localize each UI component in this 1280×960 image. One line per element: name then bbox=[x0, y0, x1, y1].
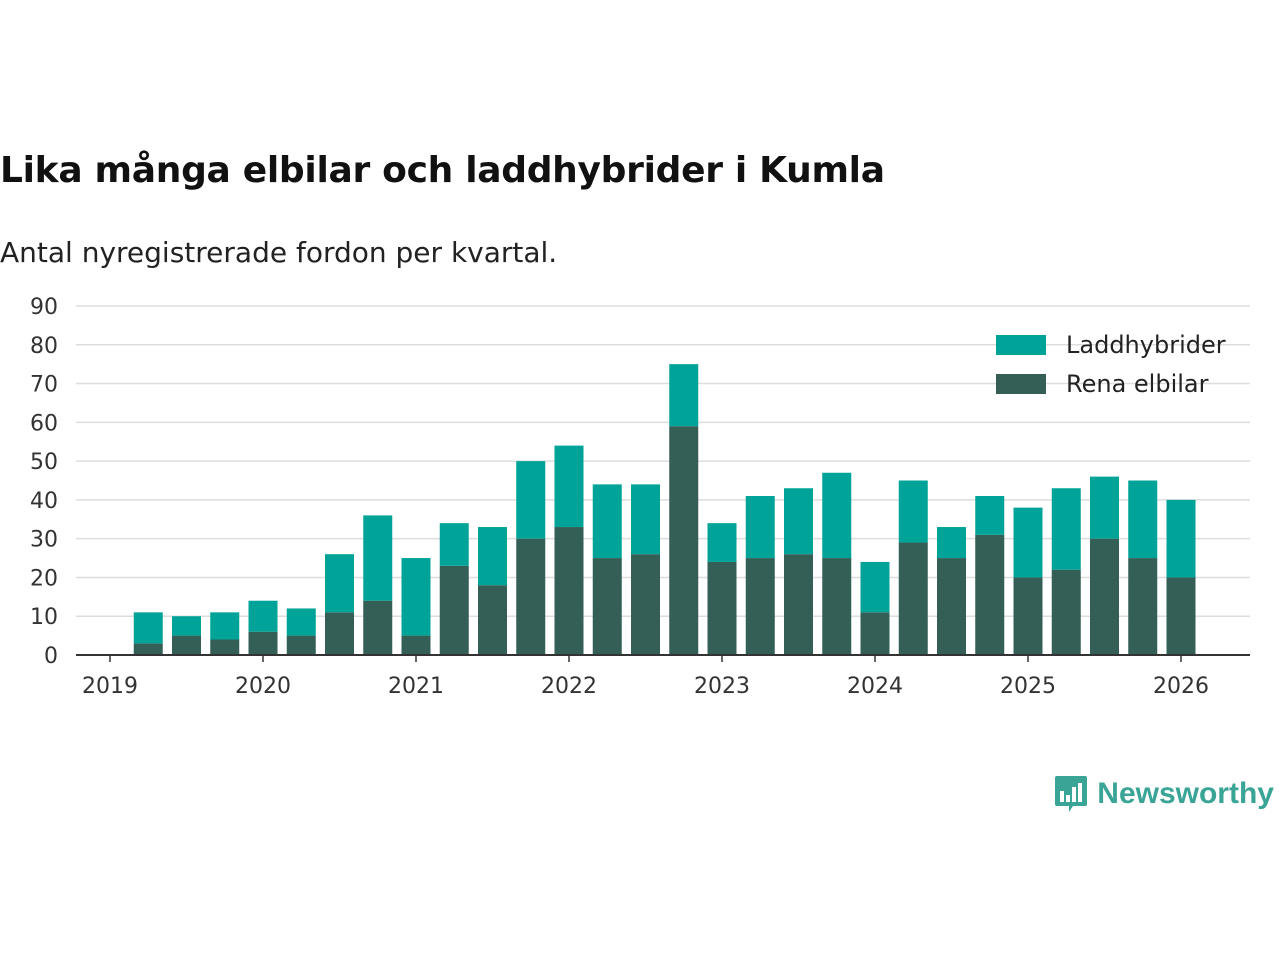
bar-laddhybrider bbox=[439, 523, 469, 566]
bar-laddhybrider bbox=[516, 461, 546, 539]
bar-rena-elbilar bbox=[1051, 569, 1081, 655]
chart-title: Lika många elbilar och laddhybrider i Ku… bbox=[0, 150, 885, 191]
y-tick-label: 40 bbox=[30, 489, 58, 514]
bar-laddhybrider bbox=[325, 554, 354, 613]
x-tick-label: 2023 bbox=[694, 674, 750, 699]
brand-name: Newsworthy bbox=[1097, 777, 1274, 810]
bar-rena-elbilar bbox=[439, 565, 469, 655]
bar-laddhybrider bbox=[975, 496, 1005, 535]
bar-rena-elbilar bbox=[1128, 558, 1158, 655]
bar-laddhybrider bbox=[860, 561, 890, 613]
bar-laddhybrider bbox=[822, 472, 852, 559]
chart-subtitle: Antal nyregistrerade fordon per kvartal. bbox=[0, 236, 558, 269]
legend-label-rena-elbilar: Rena elbilar bbox=[1066, 370, 1209, 398]
bar-rena-elbilar bbox=[1090, 538, 1119, 655]
legend: Laddhybrider Rena elbilar bbox=[996, 331, 1226, 398]
bar-rena-elbilar bbox=[975, 534, 1005, 655]
y-tick-label: 80 bbox=[30, 334, 58, 359]
bar-laddhybrider bbox=[669, 364, 699, 427]
bar-rena-elbilar bbox=[860, 612, 890, 655]
bar-rena-elbilar bbox=[133, 643, 163, 655]
axis-layer: 0 10 20 30 40 50 60 70 80 90 2019 2020 2021 2022 2023 2… bbox=[30, 295, 1250, 699]
bar-laddhybrider bbox=[631, 484, 660, 555]
x-tick-label: 2019 bbox=[82, 674, 138, 699]
legend-label-laddhybrider: Laddhybrider bbox=[1066, 331, 1226, 359]
y-tick-label: 70 bbox=[30, 373, 58, 398]
bar-laddhybrider bbox=[898, 480, 928, 543]
bar-rena-elbilar bbox=[401, 635, 431, 655]
bar-rena-elbilar bbox=[707, 561, 737, 655]
bar-laddhybrider bbox=[363, 515, 393, 601]
bar-rena-elbilar bbox=[210, 639, 240, 655]
bar-laddhybrider bbox=[745, 496, 775, 559]
bar-layer bbox=[133, 364, 1196, 655]
bar-laddhybrider bbox=[172, 616, 201, 636]
bar-laddhybrider bbox=[707, 523, 737, 562]
bar-laddhybrider bbox=[592, 484, 622, 559]
bar-laddhybrider bbox=[401, 558, 431, 636]
bar-rena-elbilar bbox=[592, 558, 622, 655]
y-tick-label: 20 bbox=[30, 566, 58, 591]
bar-rena-elbilar bbox=[248, 631, 278, 655]
bar-laddhybrider bbox=[784, 488, 813, 555]
bar-laddhybrider bbox=[937, 527, 966, 559]
bar-laddhybrider bbox=[478, 527, 507, 586]
bar-laddhybrider bbox=[1051, 488, 1081, 570]
y-tick-label: 10 bbox=[30, 605, 58, 630]
bar-laddhybrider bbox=[286, 608, 316, 636]
bar-rena-elbilar bbox=[172, 635, 201, 655]
bar-rena-elbilar bbox=[325, 612, 354, 655]
x-tick-label: 2025 bbox=[1000, 674, 1056, 699]
legend-swatch-rena-elbilar bbox=[996, 374, 1046, 394]
brand: Newsworthy bbox=[1053, 774, 1274, 814]
x-tick-label: 2021 bbox=[388, 674, 444, 699]
x-tick-label: 2024 bbox=[847, 674, 903, 699]
y-tick-label: 50 bbox=[30, 450, 58, 475]
y-tick-label: 60 bbox=[30, 411, 58, 436]
bar-rena-elbilar bbox=[784, 554, 813, 655]
bar-rena-elbilar bbox=[554, 527, 584, 655]
bar-rena-elbilar bbox=[669, 426, 699, 655]
bar-laddhybrider bbox=[248, 600, 278, 632]
x-tick-label: 2026 bbox=[1153, 674, 1209, 699]
bar-rena-elbilar bbox=[1013, 577, 1043, 655]
bar-rena-elbilar bbox=[822, 558, 852, 655]
bar-laddhybrider bbox=[1013, 507, 1043, 578]
bar-laddhybrider bbox=[1090, 476, 1119, 539]
bar-laddhybrider bbox=[133, 612, 163, 644]
bar-rena-elbilar bbox=[898, 542, 928, 655]
x-tick-label: 2020 bbox=[235, 674, 291, 699]
bar-rena-elbilar bbox=[745, 558, 775, 655]
bar-laddhybrider bbox=[1128, 480, 1158, 559]
bar-rena-elbilar bbox=[1166, 577, 1196, 655]
bar-rena-elbilar bbox=[631, 554, 660, 655]
bar-rena-elbilar bbox=[937, 558, 966, 655]
y-tick-label: 30 bbox=[30, 528, 58, 553]
bar-laddhybrider bbox=[554, 445, 584, 528]
bar-laddhybrider bbox=[1166, 499, 1196, 578]
bar-laddhybrider bbox=[210, 612, 240, 640]
bar-rena-elbilar bbox=[286, 635, 316, 655]
y-tick-label: 0 bbox=[44, 644, 58, 669]
legend-swatch-laddhybrider bbox=[996, 335, 1046, 355]
bar-rena-elbilar bbox=[516, 538, 546, 655]
newsworthy-logo-icon bbox=[1055, 776, 1088, 812]
y-tick-label: 90 bbox=[30, 295, 58, 320]
x-tick-label: 2022 bbox=[541, 674, 597, 699]
bar-rena-elbilar bbox=[478, 585, 507, 655]
bar-rena-elbilar bbox=[363, 600, 393, 655]
